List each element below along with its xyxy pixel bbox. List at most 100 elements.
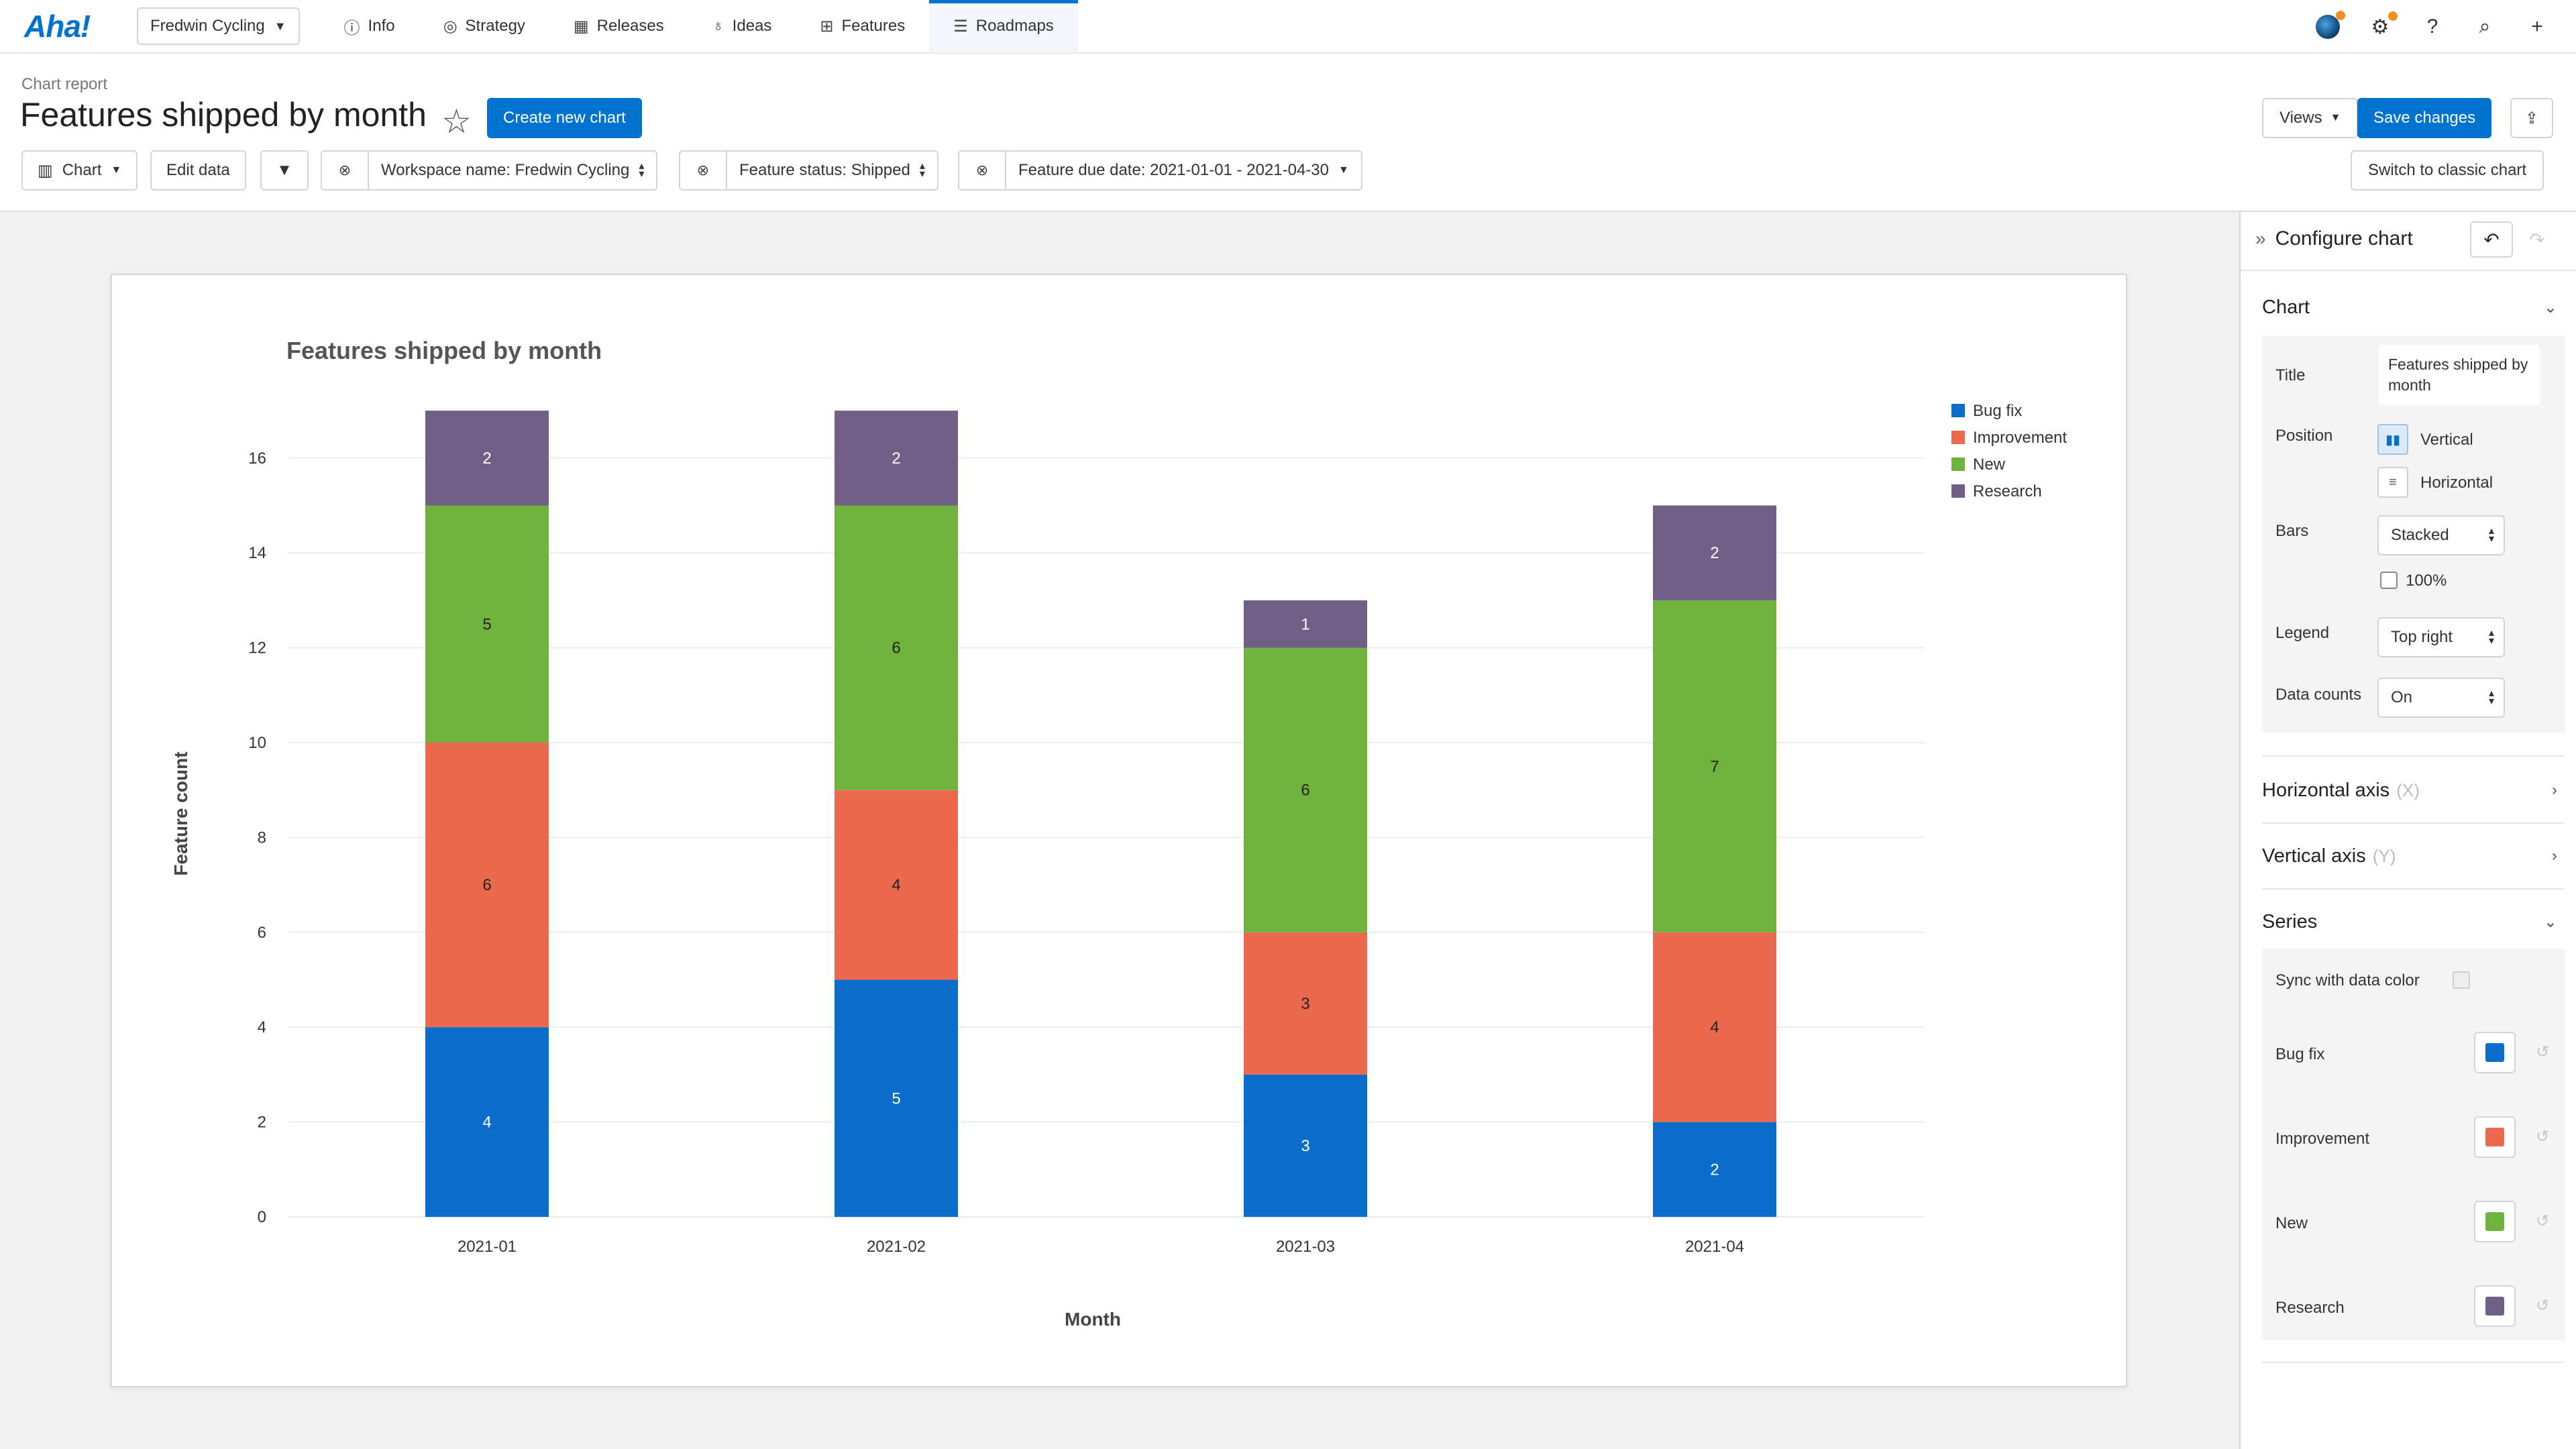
report-header: Chart report Features shipped by month ☆… bbox=[0, 54, 2576, 212]
views-button[interactable]: Views ▼ bbox=[2262, 98, 2359, 138]
legend-item: Bug fix bbox=[1973, 402, 2022, 420]
improvement-color-picker[interactable] bbox=[2474, 1116, 2516, 1158]
reset-icon[interactable]: ↺ bbox=[2536, 1043, 2550, 1061]
chart-card: Features shipped by month 0 2 4 6 8 10 12 14 16 Fe… bbox=[111, 274, 2127, 1387]
bar-segment bbox=[835, 979, 958, 1217]
bar-segment bbox=[425, 411, 549, 506]
data-label: 4 bbox=[892, 876, 900, 894]
redo-icon[interactable]: ↷ bbox=[2516, 221, 2559, 258]
search-icon[interactable]: ⌕ bbox=[2479, 15, 2491, 38]
info-icon: ⓘ bbox=[343, 19, 360, 38]
horizontal-bars-icon[interactable]: ≡ bbox=[2377, 467, 2408, 498]
save-changes-button[interactable]: Save changes bbox=[2357, 98, 2492, 138]
updown-icon: ▴ ▾ bbox=[919, 160, 925, 180]
aha-logo[interactable]: Aha! bbox=[24, 9, 91, 44]
section-title: Vertical axis bbox=[2262, 845, 2366, 867]
filter-workspace[interactable]: ⊗ Workspace name: Fredwin Cycling ▴ ▾ bbox=[321, 150, 658, 191]
share-icon[interactable]: ⇪ bbox=[2510, 98, 2553, 138]
breadcrumb[interactable]: Chart report bbox=[21, 75, 108, 93]
new-color-picker[interactable] bbox=[2474, 1201, 2516, 1242]
series-settings: Sync with data color Bug fix ↺ Improveme… bbox=[2262, 949, 2565, 1340]
caret-down-icon: ▼ bbox=[1338, 164, 1349, 176]
chevron-right-icon: › bbox=[2552, 781, 2557, 799]
nav-tab-strategy[interactable]: ◎ Strategy bbox=[419, 0, 549, 53]
updown-icon: ▴ ▾ bbox=[2488, 688, 2494, 707]
data-counts-select[interactable]: On ▴ ▾ bbox=[2377, 678, 2505, 718]
remove-filter-icon[interactable]: ⊗ bbox=[680, 152, 727, 189]
percent-checkbox[interactable] bbox=[2380, 572, 2398, 589]
bars-select[interactable]: Stacked ▴ ▾ bbox=[2377, 515, 2505, 555]
research-color-picker[interactable] bbox=[2474, 1285, 2516, 1327]
data-label: 3 bbox=[1301, 995, 1309, 1013]
section-horizontal-axis-toggle[interactable]: Horizontal axis (X) › bbox=[2262, 770, 2557, 810]
title-label: Title bbox=[2275, 366, 2306, 384]
filter-icon[interactable]: ▼ bbox=[260, 150, 309, 191]
chart-type-button[interactable]: ▥ Chart ▼ bbox=[21, 150, 138, 191]
y-axis-label: Feature count bbox=[170, 751, 191, 875]
sync-color-checkbox[interactable] bbox=[2453, 971, 2470, 989]
create-new-chart-button[interactable]: Create new chart bbox=[487, 98, 642, 138]
bar-segment bbox=[1653, 932, 1776, 1122]
gear-icon[interactable]: ⚙ bbox=[2368, 11, 2398, 39]
nav-tab-info[interactable]: ⓘ Info bbox=[320, 0, 419, 53]
reset-icon[interactable]: ↺ bbox=[2536, 1128, 2550, 1146]
caret-down-icon: ▼ bbox=[2330, 112, 2341, 123]
switch-to-classic-button[interactable]: Switch to classic chart bbox=[2351, 150, 2544, 191]
page-title: Features shipped by month bbox=[20, 96, 427, 133]
legend-swatch bbox=[1951, 484, 1965, 498]
bar-segment bbox=[1244, 932, 1367, 1075]
section-chart-toggle[interactable]: Chart ⌄ bbox=[2262, 287, 2557, 327]
divider bbox=[2262, 755, 2564, 757]
star-icon[interactable]: ☆ bbox=[441, 103, 472, 140]
reset-icon[interactable]: ↺ bbox=[2536, 1212, 2550, 1230]
remove-filter-icon[interactable]: ⊗ bbox=[959, 152, 1006, 189]
reset-icon[interactable]: ↺ bbox=[2536, 1297, 2550, 1315]
nav-tab-label: Info bbox=[368, 17, 395, 35]
section-series-toggle[interactable]: Series ⌄ bbox=[2262, 902, 2557, 942]
collapse-panel-icon[interactable]: » bbox=[2255, 228, 2266, 249]
section-subtitle: (Y) bbox=[2372, 845, 2396, 866]
horizontal-option[interactable]: Horizontal bbox=[2420, 474, 2493, 492]
divider bbox=[2262, 822, 2564, 824]
x-axis-label: Month bbox=[1065, 1309, 1121, 1330]
nav-tab-releases[interactable]: ▦ Releases bbox=[549, 0, 688, 53]
legend-label: Legend bbox=[2275, 624, 2330, 642]
edit-data-button[interactable]: Edit data bbox=[150, 150, 246, 191]
nav-tab-roadmaps[interactable]: ☰ Roadmaps bbox=[929, 0, 1078, 53]
vertical-bars-icon[interactable]: ▮▮ bbox=[2377, 424, 2408, 455]
filter-due-date[interactable]: ⊗ Feature due date: 2021-01-01 - 2021-04… bbox=[958, 150, 1362, 191]
roadmap-icon: ☰ bbox=[953, 17, 968, 36]
section-vertical-axis-toggle[interactable]: Vertical axis (Y) › bbox=[2262, 836, 2557, 876]
title-input[interactable]: Features shipped by month bbox=[2379, 345, 2540, 405]
bar-segment bbox=[1653, 1122, 1776, 1217]
color-swatch bbox=[2485, 1043, 2504, 1062]
nav-tab-features[interactable]: ⊞ Features bbox=[796, 0, 929, 53]
stacked-bar-chart: Features shipped by month0246810121416Fe… bbox=[170, 337, 2067, 1330]
x-tick-label: 2021-03 bbox=[1276, 1238, 1335, 1256]
remove-filter-icon[interactable]: ⊗ bbox=[322, 152, 369, 189]
bar-segment bbox=[835, 505, 958, 790]
vertical-option[interactable]: Vertical bbox=[2420, 431, 2473, 449]
help-icon[interactable]: ? bbox=[2426, 15, 2438, 38]
bug-fix-color-picker[interactable] bbox=[2474, 1032, 2516, 1073]
y-tick-label: 4 bbox=[258, 1018, 266, 1036]
nav-tab-label: Strategy bbox=[465, 17, 525, 35]
nav-tab-ideas[interactable]: ♁ Ideas bbox=[688, 0, 796, 53]
legend-swatch bbox=[1951, 458, 1965, 471]
user-avatar[interactable] bbox=[2316, 11, 2345, 39]
bars-value: Stacked bbox=[2391, 526, 2449, 544]
filter-status[interactable]: ⊗ Feature status: Shipped ▴ ▾ bbox=[679, 150, 938, 191]
nav-tab-label: Releases bbox=[596, 17, 664, 35]
divider bbox=[2241, 270, 2576, 271]
y-tick-label: 12 bbox=[248, 639, 266, 657]
x-tick-label: 2021-04 bbox=[1685, 1238, 1744, 1256]
data-label: 2 bbox=[892, 449, 900, 468]
data-label: 1 bbox=[1301, 615, 1309, 633]
color-swatch bbox=[2485, 1297, 2504, 1316]
undo-icon[interactable]: ↶ bbox=[2470, 221, 2513, 258]
workspace-selector[interactable]: Fredwin Cycling ▼ bbox=[137, 7, 300, 45]
legend-select[interactable]: Top right ▴ ▾ bbox=[2377, 617, 2505, 657]
filter-text: Feature due date: 2021-01-01 - 2021-04-3… bbox=[1018, 161, 1329, 179]
add-icon[interactable]: + bbox=[2531, 15, 2543, 38]
series-name: New bbox=[2275, 1214, 2308, 1232]
